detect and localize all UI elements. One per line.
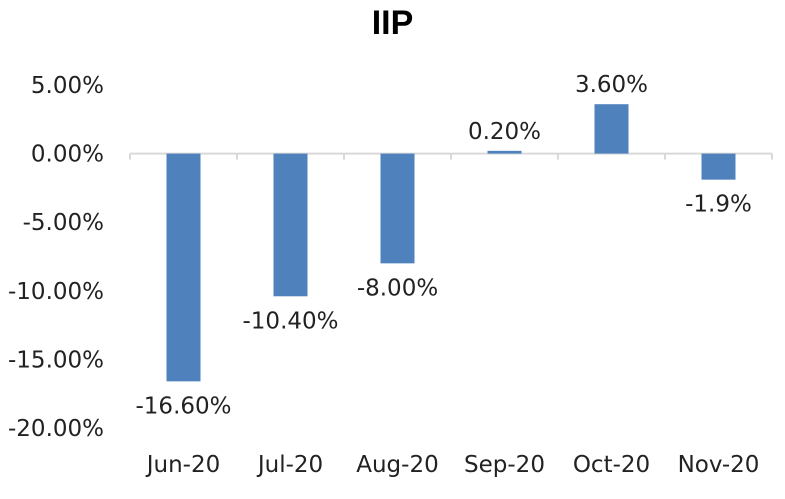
data-label: -10.40% bbox=[243, 308, 339, 334]
x-tick-label: Nov-20 bbox=[678, 452, 760, 478]
bar bbox=[701, 153, 736, 180]
x-tick-label: Aug-20 bbox=[356, 452, 438, 478]
bar bbox=[487, 150, 522, 154]
y-tick-label: -15.00% bbox=[8, 347, 104, 373]
data-label: -8.00% bbox=[357, 275, 438, 301]
y-tick-label: -20.00% bbox=[8, 416, 104, 442]
y-tick-label: -5.00% bbox=[23, 210, 104, 236]
chart-title: IIP bbox=[371, 4, 414, 42]
data-label: 3.60% bbox=[575, 72, 648, 98]
bar bbox=[380, 153, 415, 264]
y-tick-label: -10.00% bbox=[8, 279, 104, 305]
y-tick-label: 0.00% bbox=[31, 142, 104, 168]
x-tick-label: Oct-20 bbox=[573, 452, 650, 478]
bar bbox=[273, 153, 308, 297]
data-label: 0.20% bbox=[468, 119, 541, 145]
bar bbox=[594, 104, 629, 154]
data-label: -16.60% bbox=[136, 393, 232, 419]
x-tick-label: Jul-20 bbox=[256, 452, 323, 478]
y-tick-label: 5.00% bbox=[31, 73, 104, 99]
x-tick-label: Sep-20 bbox=[464, 452, 545, 478]
bar bbox=[166, 153, 201, 382]
x-tick-label: Jun-20 bbox=[145, 452, 221, 478]
data-label: -1.9% bbox=[685, 192, 752, 218]
